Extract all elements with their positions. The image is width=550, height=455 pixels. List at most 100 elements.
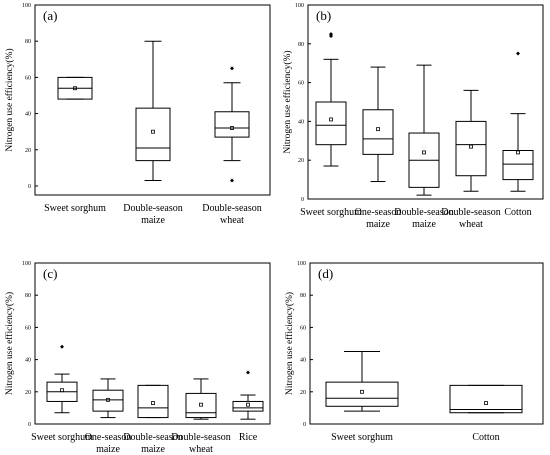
x-category-label: Rice	[239, 432, 258, 443]
panel-d: 0 20 40 60 80 100 Nitrogen use efficiency(%) (d…	[284, 261, 544, 443]
x-category-label: Cotton	[504, 207, 531, 218]
panel-label: (d)	[318, 266, 333, 281]
x-category-label: Double-season maize	[123, 203, 182, 226]
y-tick-label: 40	[25, 112, 31, 118]
box-2	[135, 40, 171, 182]
panel-a: 0 20 40 60 80 100 Nitrogen use efficiency(%) (a…	[4, 3, 271, 226]
y-tick-label: 40	[300, 358, 306, 364]
plot-frame	[34, 4, 271, 196]
iqr-box	[362, 109, 394, 155]
box-5	[232, 370, 264, 420]
y-tick-label: 100	[297, 261, 306, 267]
x-category-label: Double-season maize	[394, 207, 453, 230]
iqr-box	[502, 150, 534, 181]
box-5	[502, 51, 534, 192]
plot-frame	[307, 4, 544, 200]
iqr-box	[135, 107, 171, 162]
panel-c: 0 20 40 60 80 100 Nitrogen use efficiency(%) (c…	[4, 261, 271, 455]
outlier-point	[246, 370, 250, 375]
mean-marker	[360, 389, 364, 394]
outlier-point	[230, 66, 234, 71]
plot-frame	[34, 262, 271, 425]
x-category-label: Sweet sorghum	[300, 207, 362, 218]
outlier-point	[60, 344, 64, 349]
mean-marker	[106, 397, 110, 402]
iqr-box	[449, 384, 523, 414]
mean-marker	[246, 402, 250, 407]
x-category-label: Sweet sorghum	[331, 432, 393, 443]
panel-b: 0 20 40 60 80 100 Nitrogen use efficiency(%) (b…	[282, 3, 544, 230]
y-tick-label: 0	[303, 422, 306, 428]
box-1	[57, 76, 93, 100]
x-category-label: Double-season wheat	[441, 207, 500, 230]
x-category-label: Double-season maize	[123, 432, 182, 455]
outlier-point	[516, 51, 520, 56]
mean-marker	[151, 401, 155, 405]
y-axis-label: Nitrogen use efficiency(%)	[4, 48, 15, 151]
y-tick-label: 80	[25, 293, 31, 299]
y-tick-label: 100	[22, 3, 31, 9]
mean-marker	[469, 144, 473, 149]
mean-marker	[329, 117, 333, 122]
y-tick-label: 0	[28, 184, 31, 190]
mean-marker	[151, 129, 155, 134]
box-1	[325, 351, 399, 412]
mean-marker	[230, 126, 234, 130]
mean-marker	[73, 86, 77, 91]
iqr-box	[455, 120, 487, 177]
panel-label: (c)	[43, 266, 57, 281]
mean-marker	[422, 150, 426, 155]
y-tick-label: 40	[25, 358, 31, 364]
panel-label: (a)	[43, 8, 57, 23]
y-tick-label: 60	[300, 325, 306, 331]
mean-marker	[199, 402, 203, 407]
mean-marker	[484, 401, 488, 405]
box-2	[92, 378, 124, 419]
box-2	[362, 66, 394, 183]
y-tick-label: 0	[28, 422, 31, 428]
iqr-box	[137, 384, 169, 419]
outlier-point	[230, 178, 234, 183]
mean-marker	[60, 388, 64, 393]
iqr-box	[214, 111, 250, 138]
iqr-box	[185, 392, 217, 419]
plot-frame	[309, 262, 544, 425]
y-tick-label: 80	[25, 39, 31, 45]
box-3	[408, 64, 440, 196]
box-4	[185, 378, 217, 420]
y-tick-label: 100	[22, 261, 31, 267]
box-1	[46, 344, 78, 414]
iqr-box	[315, 101, 347, 146]
y-tick-label: 20	[300, 390, 306, 396]
y-tick-label: 60	[25, 325, 31, 331]
y-tick-label: 80	[298, 42, 304, 48]
box-4	[455, 89, 487, 192]
box-3	[137, 384, 169, 419]
x-category-label: One-season maize	[355, 207, 402, 230]
mean-marker	[516, 150, 520, 155]
y-tick-label: 60	[25, 75, 31, 81]
outlier-point	[329, 32, 333, 37]
y-tick-label: 80	[300, 293, 306, 299]
iqr-box	[232, 400, 264, 412]
x-category-label: Sweet sorghum	[44, 203, 106, 214]
box-1	[315, 32, 347, 167]
y-tick-label: 20	[298, 158, 304, 164]
mean-marker	[376, 127, 380, 132]
box-2	[449, 384, 523, 414]
y-axis-label: Nitrogen use efficiency(%)	[4, 292, 15, 395]
iqr-box	[92, 389, 124, 412]
y-tick-label: 100	[295, 3, 304, 9]
x-category-label: Double-season wheat	[171, 432, 230, 455]
y-tick-label: 0	[301, 197, 304, 203]
y-axis-label: Nitrogen use efficiency(%)	[282, 50, 293, 153]
y-tick-label: 60	[298, 81, 304, 87]
x-category-label: Double-season wheat	[202, 203, 261, 226]
box-3	[214, 66, 250, 183]
x-category-label: Cotton	[472, 432, 499, 443]
y-tick-label: 20	[25, 390, 31, 396]
panel-label: (b)	[316, 8, 331, 23]
y-axis-label: Nitrogen use efficiency(%)	[284, 292, 295, 395]
iqr-box	[325, 381, 399, 407]
